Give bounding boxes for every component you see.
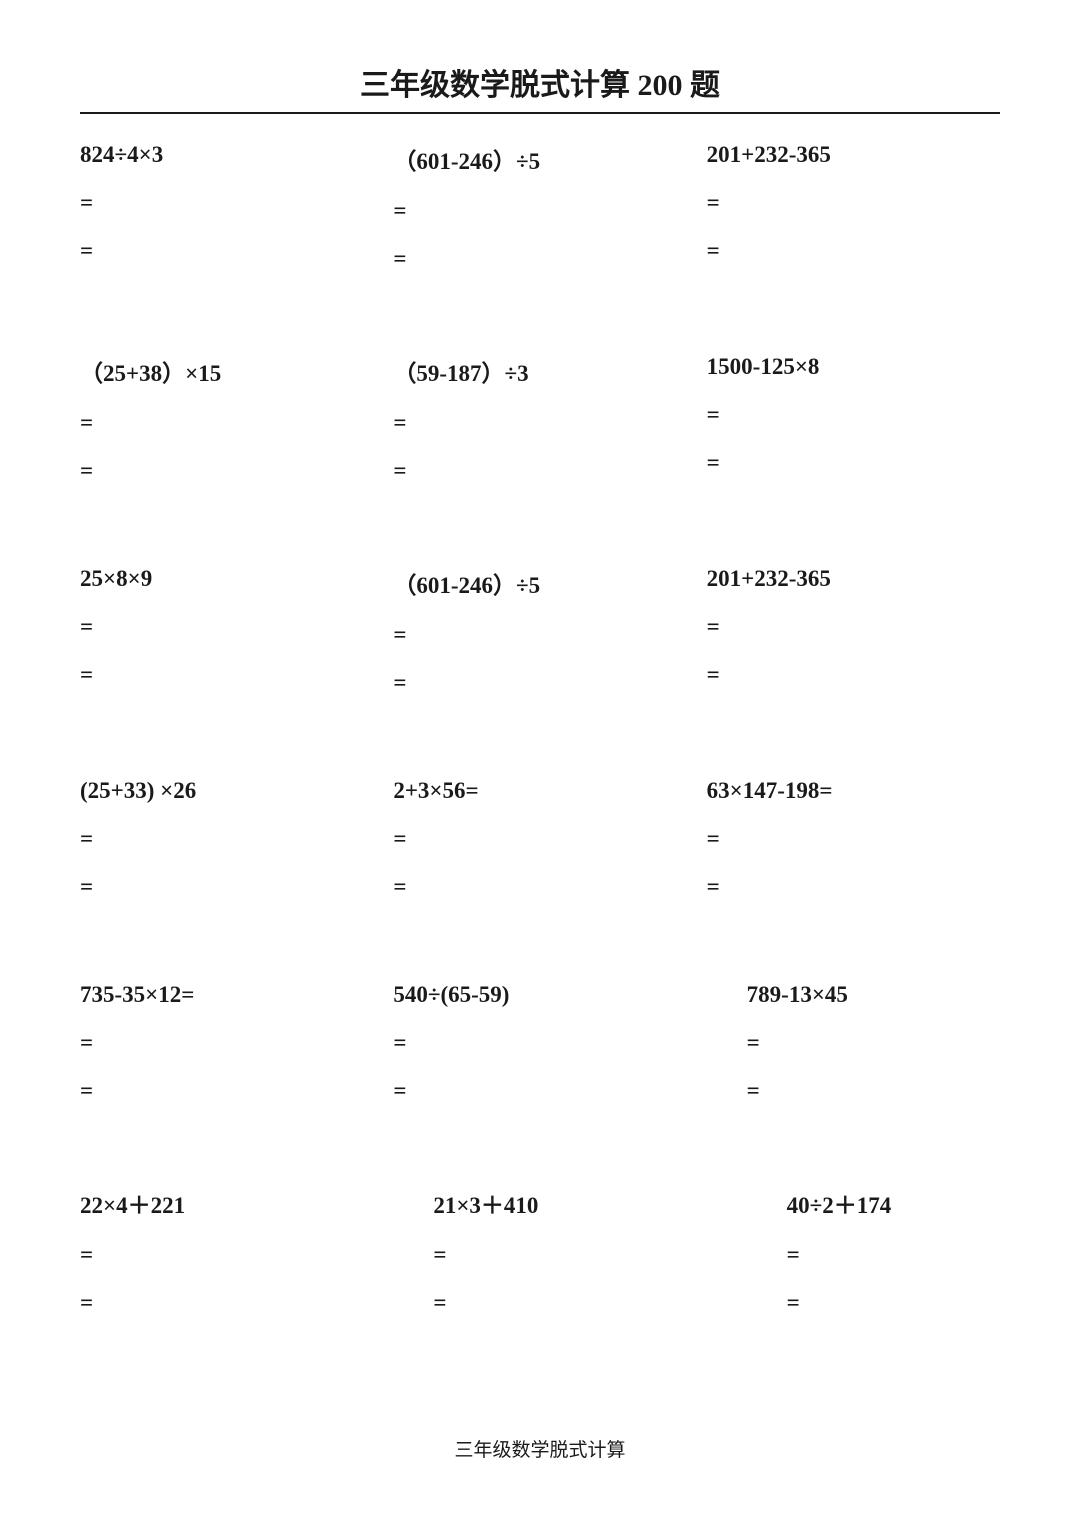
problem-cell: 63×147-198= = = [707,778,1000,982]
problem-expression: 63×147-198= [707,778,1000,804]
equals-line: = [80,410,373,436]
problem-cell: 2+3×56= = = [393,778,686,982]
equals-line: = [80,826,373,852]
equals-line: = [80,458,373,484]
problem-expression: （601-246）÷5 [393,566,686,600]
problem-expression: 824÷4×3 [80,142,373,168]
problem-cell: 789-13×45 = = [707,982,1000,1186]
problem-expression: （25+38）×15 [80,354,373,388]
problem-expression: (25+33) ×26 [80,778,373,804]
equals-line: = [707,1030,1000,1056]
problem-cell: 40÷2＋174 = = [707,1186,1000,1398]
equals-line: = [80,1078,373,1104]
equals-line: = [80,1242,373,1268]
problem-expression: 201+232-365 [707,142,1000,168]
problem-expression: 2+3×56= [393,778,686,804]
problem-expression: 201+232-365 [707,566,1000,592]
page-footer: 三年级数学脱式计算 [0,1435,1080,1462]
equals-line: = [393,410,686,436]
problem-cell: 201+232-365 = = [707,142,1000,354]
equals-line: = [707,1078,1000,1104]
equals-line: = [393,826,686,852]
problem-expression: 25×8×9 [80,566,373,592]
equals-line: = [393,874,686,900]
problem-cell: (25+33) ×26 = = [80,778,373,982]
equals-line: = [393,1242,686,1268]
problem-expression: 21×3＋410 [393,1186,686,1220]
problem-cell: 540÷(65-59) = = [393,982,686,1186]
equals-line: = [707,238,1000,264]
equals-line: = [707,874,1000,900]
equals-line: = [393,1030,686,1056]
problem-cell: （25+38）×15 = = [80,354,373,566]
equals-line: = [707,614,1000,640]
equals-line: = [393,622,686,648]
equals-line: = [707,450,1000,476]
equals-line: = [80,190,373,216]
problem-expression: 540÷(65-59) [393,982,686,1008]
equals-line: = [80,238,373,264]
page-title: 三年级数学脱式计算 200 题 [80,60,1000,114]
problem-expression: 40÷2＋174 [707,1186,1000,1220]
problem-cell: 735-35×12= = = [80,982,373,1186]
problem-cell: 1500-125×8 = = [707,354,1000,566]
equals-line: = [80,662,373,688]
problem-expression: 1500-125×8 [707,354,1000,380]
problem-cell: （601-246）÷5 = = [393,142,686,354]
equals-line: = [707,190,1000,216]
problem-cell: 22×4＋221 = = [80,1186,373,1398]
equals-line: = [393,458,686,484]
equals-line: = [707,662,1000,688]
equals-line: = [707,1242,1000,1268]
problem-expression: （59-187）÷3 [393,354,686,388]
equals-line: = [393,246,686,272]
problem-cell: （59-187）÷3 = = [393,354,686,566]
equals-line: = [80,614,373,640]
problem-cell: 21×3＋410 = = [393,1186,686,1398]
equals-line: = [393,1290,686,1316]
equals-line: = [707,826,1000,852]
equals-line: = [393,1078,686,1104]
equals-line: = [80,1290,373,1316]
equals-line: = [393,198,686,224]
worksheet-grid: 824÷4×3==（601-246）÷5==201+232-365==（25+3… [80,142,1000,1398]
problem-cell: 201+232-365 = = [707,566,1000,778]
problem-cell: 25×8×9 = = [80,566,373,778]
problem-cell: （601-246）÷5 = = [393,566,686,778]
problem-expression: （601-246）÷5 [393,142,686,176]
problem-expression: 22×4＋221 [80,1186,373,1220]
equals-line: = [80,874,373,900]
equals-line: = [80,1030,373,1056]
problem-expression: 789-13×45 [707,982,1000,1008]
problem-expression: 735-35×12= [80,982,373,1008]
equals-line: = [707,402,1000,428]
problem-cell: 824÷4×3 = = [80,142,373,354]
equals-line: = [393,670,686,696]
equals-line: = [707,1290,1000,1316]
